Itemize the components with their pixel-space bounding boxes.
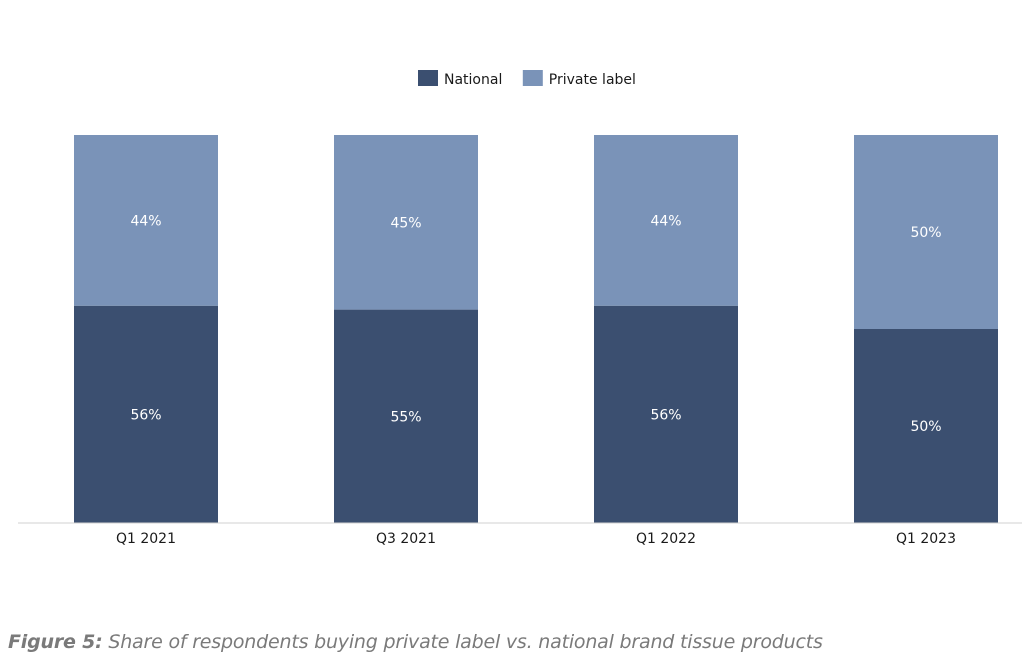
caption-label: Figure 5: [8,631,103,653]
legend-swatch-private-label [522,70,543,86]
x-axis-ticks: Q1 2021 Q3 2021 Q1 2022 Q1 2023 [116,531,956,547]
bar-private-label-q3-2021 [334,135,478,310]
bar-private-label-q1-2021 [74,135,218,306]
bar-national-q3-2021 [334,309,478,523]
data-label: 56% [130,407,161,423]
x-tick-label: Q1 2022 [636,531,696,547]
x-tick-label: Q1 2023 [896,531,956,547]
x-tick-label: Q1 2021 [116,531,176,547]
legend-label: Private label [549,72,636,88]
bar-national-q1-2023 [854,329,998,523]
data-label: 55% [390,409,421,425]
data-label: 56% [650,407,681,423]
bars: 56% 44% 55% 45% 56% 44% 50% 50% [74,135,998,523]
bar-private-label-q1-2023 [854,135,998,329]
stacked-bar-chart: National Private label 56% 44% 55% 45% 56% 44%… [18,70,1022,547]
figure-caption: Figure 5: Share of respondents buying pr… [8,631,823,653]
x-tick-label: Q3 2021 [376,531,436,547]
caption-text: Share of respondents buying private labe… [108,631,823,653]
legend-swatch-national [418,70,438,86]
legend: National Private label [418,70,636,88]
bar-private-label-q1-2022 [594,135,738,306]
bar-national-q1-2021 [74,305,218,523]
data-label: 44% [650,213,681,229]
data-label: 45% [390,215,421,231]
data-label: 44% [130,213,161,229]
data-label: 50% [910,225,941,241]
data-label: 50% [910,419,941,435]
legend-label: National [444,72,502,88]
bar-national-q1-2022 [594,305,738,523]
